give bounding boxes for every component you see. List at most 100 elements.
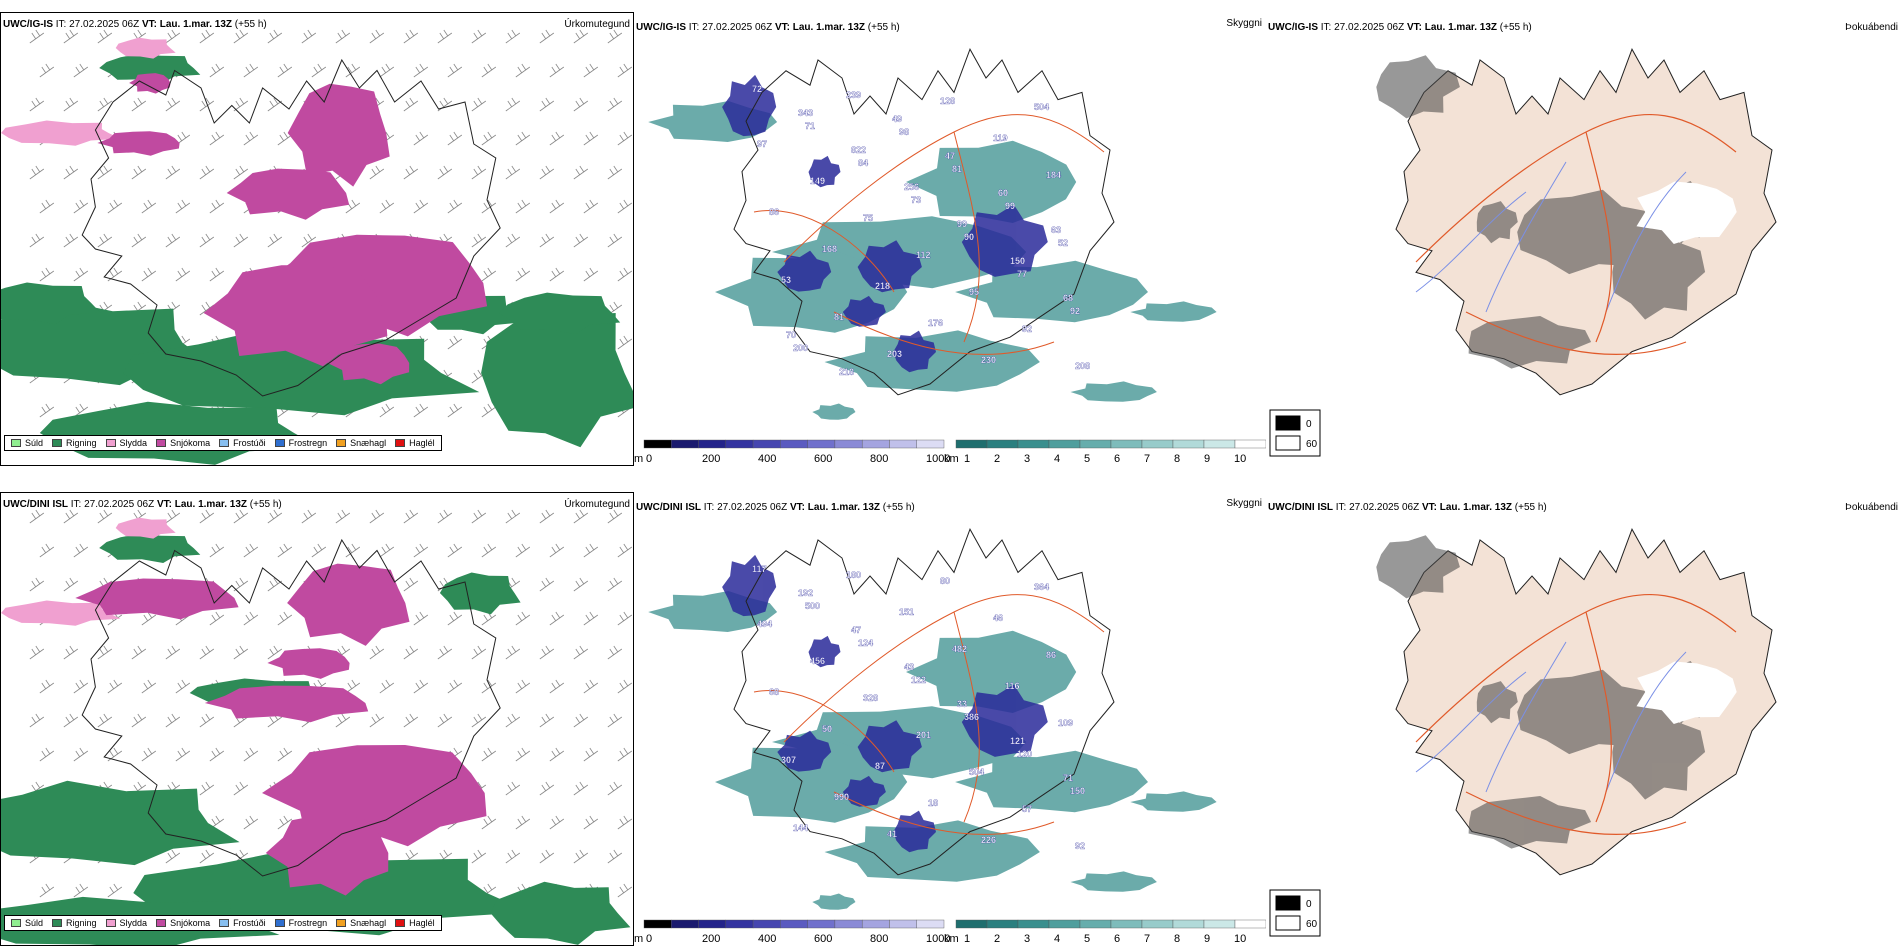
precip-value-label: 307 (781, 755, 796, 765)
precip-legend-swatch (105, 439, 116, 447)
wind-barb (481, 747, 497, 762)
wind-barb (97, 29, 113, 44)
precip-type-map-bottom (1, 493, 633, 945)
wind-barb (539, 233, 555, 248)
road-line (1415, 594, 1737, 835)
precip-value-label: 47 (945, 151, 955, 161)
colorbar-cell (780, 919, 808, 929)
precip-value-label: 72 (752, 84, 762, 94)
wind-barb (413, 131, 429, 146)
road-network (753, 594, 1105, 835)
cloud-map-bottom: 1175001241223861201501441801514821161093… (634, 492, 1266, 946)
snow-area (204, 685, 369, 723)
precip-legend-item: Haglél (395, 438, 435, 448)
colorbar-cell (807, 919, 836, 929)
panel-title-top-left: UWC/IG-IS IT: 27.02.2025 06Z VT: Lau. 1.… (3, 19, 267, 30)
wind-barb (607, 29, 623, 44)
wind-barb (471, 29, 487, 44)
wind-barb (73, 747, 89, 762)
wind-barb (471, 849, 487, 864)
wind-barb (73, 883, 89, 898)
wind-barb (549, 131, 565, 146)
colorbar-cell (861, 919, 890, 929)
wind-barb (607, 577, 623, 592)
rain-area (490, 881, 631, 945)
wind-barb (505, 165, 521, 180)
colorbar-cell (834, 919, 863, 929)
wind-barb (97, 233, 113, 248)
wind-barb (607, 781, 623, 796)
wind-barb (515, 131, 531, 146)
precip-value-label: 218 (875, 281, 890, 291)
wind-barb (141, 611, 157, 626)
wind-barb (29, 165, 45, 180)
wind-barb (369, 509, 385, 524)
wind-barb (549, 199, 565, 214)
wind-barb (549, 543, 565, 558)
wind-barb (437, 97, 453, 112)
cloud-panel-top: 72 71 84 73 90 77 92 200 239 98 81 99 52 53 81 203 128 11… (634, 12, 1266, 466)
fog-area (1476, 681, 1518, 724)
precip-value-label: 504 (969, 767, 984, 777)
wind-barb (539, 577, 555, 592)
wind-barb (583, 679, 599, 694)
wind-barb (63, 509, 79, 524)
precip-value-label: 92 (1075, 841, 1085, 851)
precip-value-labels: 72 71 84 73 90 77 92 200 239 98 81 99 52 53 81 203 128 11… (752, 84, 1090, 377)
wind-barb (617, 267, 633, 282)
precip-value-label: 192 (798, 588, 813, 598)
wind-barb (165, 849, 181, 864)
precip-value-label: 119 (993, 133, 1008, 143)
wind-barb (447, 611, 463, 626)
fog-legend: 0 60 (1269, 889, 1321, 937)
colorbar-tick: 6 (1114, 933, 1120, 945)
precip-legend-item: Rigning (52, 438, 97, 448)
precip-value-label: 86 (1046, 650, 1056, 660)
colorbar-unit: km (944, 933, 959, 945)
glacier-area (1636, 661, 1737, 724)
wind-barb (29, 97, 45, 112)
low-ceiling-area (777, 730, 832, 772)
wind-barb (277, 543, 293, 558)
wind-barb (39, 543, 55, 558)
colorbar-tick: 4 (1054, 453, 1060, 465)
fog-area (1468, 796, 1592, 849)
low-ceiling-area (842, 775, 886, 807)
wind-barb (199, 781, 215, 796)
wind-barb (209, 131, 225, 146)
wind-barb (617, 131, 633, 146)
precip-value-label: 150 (1010, 256, 1025, 266)
cloud-panel-bottom: 117 500 124 122 386 120 150 144 180 151 482 116 109 3… (634, 492, 1266, 946)
precip-value-label: 121 (1010, 736, 1025, 746)
wind-barb (549, 679, 565, 694)
precip-legend-swatch (395, 919, 406, 927)
wind-barb (131, 233, 147, 248)
river-line (1415, 161, 1687, 313)
glacier-area (1636, 181, 1737, 244)
colorbar-unit: m (634, 933, 643, 945)
wind-barb (583, 815, 599, 830)
low-ceiling-area (857, 720, 922, 773)
precip-value-label: 80 (940, 576, 950, 586)
wind-barb (63, 165, 79, 180)
wind-barb (447, 335, 463, 350)
colorbar-cell (1141, 919, 1174, 929)
wind-barb (29, 713, 45, 728)
wind-barb (583, 199, 599, 214)
wind-barb (617, 63, 633, 78)
wind-barb (369, 645, 385, 660)
snow-area (226, 168, 350, 220)
precip-value-label: 203 (887, 349, 902, 359)
wind-barb (573, 645, 589, 660)
fog-area (1376, 55, 1460, 119)
wind-barb (199, 29, 215, 44)
precip-value-label: 75 (863, 213, 873, 223)
wind-barb (403, 97, 419, 112)
precip-value-label: 92 (1022, 324, 1032, 334)
colorbar-tick: 8 (1174, 453, 1180, 465)
colorbar-cell (834, 439, 863, 449)
precip-legend-item: Frostúði (219, 918, 266, 928)
wind-barb (267, 509, 283, 524)
colorbar-tick: 3 (1024, 933, 1030, 945)
precip-value-label: 47 (851, 625, 861, 635)
